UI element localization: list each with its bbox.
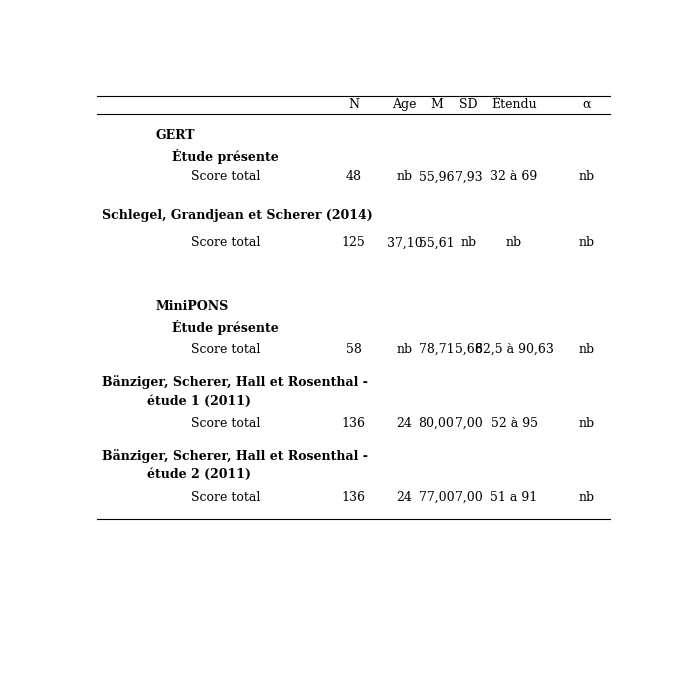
Text: nb: nb — [578, 237, 594, 249]
Text: MiniPONS: MiniPONS — [156, 300, 229, 313]
Text: Score total: Score total — [190, 491, 260, 503]
Text: 7,00: 7,00 — [455, 491, 482, 503]
Text: Score total: Score total — [190, 171, 260, 183]
Text: 58: 58 — [346, 343, 362, 357]
Text: 52 à 95: 52 à 95 — [491, 417, 538, 430]
Text: Étude présente: Étude présente — [172, 149, 279, 164]
Text: nb: nb — [578, 417, 594, 430]
Text: Age: Age — [392, 98, 417, 111]
Text: 125: 125 — [342, 237, 366, 249]
Text: 78,71: 78,71 — [419, 343, 454, 357]
Text: nb: nb — [578, 491, 594, 503]
Text: 32 à 69: 32 à 69 — [491, 171, 538, 183]
Text: N: N — [348, 98, 359, 111]
Text: α: α — [582, 98, 591, 111]
Text: Étendu: Étendu — [491, 98, 537, 111]
Text: 77,00: 77,00 — [419, 491, 454, 503]
Text: SD: SD — [460, 98, 478, 111]
Text: 7,93: 7,93 — [455, 171, 482, 183]
Text: nb: nb — [578, 171, 594, 183]
Text: 55,61: 55,61 — [419, 237, 454, 249]
Text: Bänziger, Scherer, Hall et Rosenthal -: Bänziger, Scherer, Hall et Rosenthal - — [102, 449, 368, 462]
Text: nb: nb — [460, 237, 477, 249]
Text: nb: nb — [396, 171, 413, 183]
Text: Score total: Score total — [190, 237, 260, 249]
Text: 48: 48 — [346, 171, 362, 183]
Text: 62,5 à 90,63: 62,5 à 90,63 — [475, 343, 553, 357]
Text: nb: nb — [396, 343, 413, 357]
Text: 24: 24 — [397, 417, 413, 430]
Text: 7,00: 7,00 — [455, 417, 482, 430]
Text: GERT: GERT — [156, 129, 195, 142]
Text: 80,00: 80,00 — [419, 417, 455, 430]
Text: Schlegel, Grandjean et Scherer (2014): Schlegel, Grandjean et Scherer (2014) — [102, 210, 373, 222]
Text: 51 a 91: 51 a 91 — [491, 491, 538, 503]
Text: nb: nb — [578, 343, 594, 357]
Text: 37,10: 37,10 — [386, 237, 422, 249]
Text: 5,68: 5,68 — [455, 343, 482, 357]
Text: Score total: Score total — [190, 417, 260, 430]
Text: Étude présente: Étude présente — [172, 320, 279, 335]
Text: 24: 24 — [397, 491, 413, 503]
Text: nb: nb — [506, 237, 522, 249]
Text: 136: 136 — [342, 491, 366, 503]
Text: Bänziger, Scherer, Hall et Rosenthal -: Bänziger, Scherer, Hall et Rosenthal - — [102, 375, 368, 389]
Text: 55,96: 55,96 — [419, 171, 454, 183]
Text: 136: 136 — [342, 417, 366, 430]
Text: étude 2 (2011): étude 2 (2011) — [146, 468, 250, 481]
Text: étude 1 (2011): étude 1 (2011) — [146, 394, 250, 408]
Text: Score total: Score total — [190, 343, 260, 357]
Text: M: M — [430, 98, 443, 111]
